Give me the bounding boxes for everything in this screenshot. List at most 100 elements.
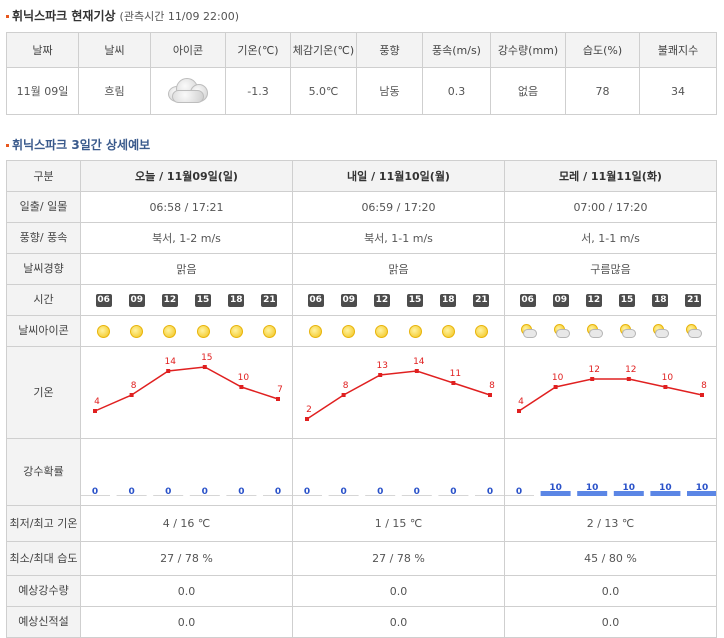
temp-value-label: 13 — [376, 361, 387, 371]
temp-value-label: 10 — [238, 373, 250, 383]
current-header-row: 날짜 날씨 아이콘 기온(℃) 체감기온(℃) 풍향 풍속(m/s) 강수량(m… — [6, 32, 717, 68]
corner-label: 구분 — [6, 160, 81, 192]
col-humidity: 습도(%) — [565, 32, 640, 68]
sunrise-row: 일출/ 일몰 06:58 / 17:21 06:59 / 17:20 07:00… — [6, 191, 717, 223]
rain-chart-cell: 0 0 0 0 0 0 — [292, 438, 505, 506]
partly-cloudy-icon — [552, 324, 570, 338]
cur-date: 11월 09일 — [6, 67, 79, 115]
time-label: 12 — [373, 293, 390, 307]
cloudy-icon — [166, 76, 210, 104]
rain-prob-bar — [81, 495, 110, 496]
rain-chart: 0 0 0 0 0 0 — [81, 487, 292, 497]
temp-value-label: 2 — [306, 405, 312, 415]
minmax-hum-value: 27 / 78 % — [80, 541, 293, 576]
cur-wind-speed: 0.3 — [422, 67, 491, 115]
rain-chart: 0 10 10 10 10 10 — [505, 483, 716, 497]
temp-value-label: 14 — [413, 357, 425, 367]
col-icon: 아이콘 — [150, 32, 226, 68]
minmax-temp-value: 4 / 16 ℃ — [80, 505, 293, 542]
rain-prob-label: 10 — [549, 483, 562, 493]
temp-value-label: 10 — [662, 373, 674, 383]
rain-prob-label: 0 — [340, 487, 346, 497]
temp-value-label: 10 — [552, 373, 564, 383]
temp-chart-cell: 4 10 12 12 10 8 — [504, 346, 717, 439]
temp-point — [166, 369, 171, 373]
rain-prob-bar — [401, 495, 432, 496]
temp-row: 기온 4 8 14 15 10 7 2 8 13 14 11 8 4 10 12 12 10 8 — [6, 346, 717, 439]
sun-icon — [309, 324, 323, 338]
rain-prob-bar — [613, 491, 644, 496]
cur-rain: 없음 — [490, 67, 566, 115]
temp-point — [341, 393, 346, 397]
cur-discomfort: 34 — [639, 67, 717, 115]
trend-value: 맑음 — [80, 253, 293, 285]
time-label: 06 — [95, 293, 112, 307]
temp-point — [590, 377, 595, 381]
cur-feels: 5.0℃ — [290, 67, 357, 115]
time-label: 12 — [585, 293, 602, 307]
minmax-temp-value: 2 / 13 ℃ — [504, 505, 717, 542]
temp-value-label: 8 — [343, 381, 349, 391]
temp-point — [202, 365, 207, 369]
temp-chart-cell: 4 8 14 15 10 7 — [80, 346, 293, 439]
minmax-temp-value: 1 / 15 ℃ — [292, 505, 505, 542]
col-feels: 체감기온(℃) — [290, 32, 357, 68]
rain-prob-bar — [263, 495, 292, 496]
temp-point — [488, 393, 492, 397]
temp-point — [663, 385, 668, 389]
rain-prob-label: 10 — [659, 483, 672, 493]
sun-icon — [130, 324, 144, 338]
cur-weather: 흐림 — [78, 67, 151, 115]
rain-prob-label: 0 — [414, 487, 420, 497]
time-label: 18 — [652, 293, 669, 307]
wind-value: 서, 1-1 m/s — [504, 222, 717, 254]
rain-prob-bar — [328, 495, 359, 496]
rain-chart: 0 0 0 0 0 0 — [293, 487, 504, 497]
temp-series-line — [94, 366, 279, 412]
cur-temp: -1.3 — [225, 67, 291, 115]
temp-point — [451, 381, 456, 385]
time-cell: 06 09 12 15 18 21 — [80, 284, 293, 316]
time-label: 15 — [195, 293, 212, 307]
bullet-icon — [6, 144, 9, 147]
partly-cloudy-icon — [651, 324, 670, 338]
temp-point — [414, 369, 419, 373]
partly-cloudy-icon — [519, 324, 537, 338]
row-label-minmax-hum: 최소/최대 습도 — [6, 541, 81, 576]
time-cell: 06 09 12 15 18 21 — [504, 284, 717, 316]
temp-point — [305, 417, 309, 421]
sun-value: 06:59 / 17:20 — [292, 191, 505, 223]
row-label-time: 시간 — [6, 284, 81, 316]
row-label-rain-amt: 예상강수량 — [6, 575, 81, 607]
time-list: 06 09 12 15 18 21 — [506, 293, 716, 307]
temp-value-label: 15 — [201, 353, 212, 363]
snow-amt-value: 0.0 — [292, 606, 505, 638]
temp-series-line — [306, 370, 491, 420]
temp-series-line — [518, 378, 703, 412]
rain-prob-label: 0 — [202, 487, 208, 497]
forecast-header-row: 구분 오늘 / 11월09일(일) 내일 / 11월10일(월) 모레 / 11… — [6, 160, 717, 192]
time-label: 21 — [261, 293, 278, 307]
time-label: 21 — [685, 293, 702, 307]
temp-point — [378, 373, 383, 377]
time-label: 15 — [619, 293, 636, 307]
sun-icon — [441, 324, 455, 338]
row-label-sun: 일출/ 일몰 — [6, 191, 81, 223]
rain-prob-label: 0 — [450, 487, 456, 497]
current-weather-title: 휘닉스파크 현재기상 (관측시간 11/09 22:00) — [6, 7, 239, 24]
row-label-trend: 날씨경향 — [6, 253, 81, 285]
minmax-temp-row: 최저/최고 기온 4 / 16 ℃ 1 / 15 ℃ 2 / 13 ℃ — [6, 505, 717, 542]
sun-icon — [97, 324, 111, 338]
forecast-title-text: 휘닉스파크 3일간 상세예보 — [12, 138, 151, 152]
icon-row: 날씨아이콘 — [6, 315, 717, 347]
temp-value-label: 12 — [588, 365, 599, 375]
snow-amt-row: 예상신적설 0.0 0.0 0.0 — [6, 606, 717, 638]
rain-prob-bar — [438, 495, 469, 496]
temp-point — [626, 377, 631, 381]
sun-icon — [163, 324, 177, 338]
icon-cell — [504, 315, 717, 347]
time-label: 09 — [128, 293, 145, 307]
time-label: 12 — [161, 293, 178, 307]
rain-prob-bar — [577, 491, 608, 496]
rain-prob-bar — [650, 491, 681, 496]
